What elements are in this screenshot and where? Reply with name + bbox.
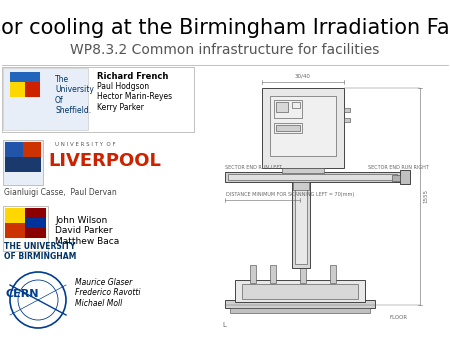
Text: LIVERPOOL: LIVERPOOL (48, 152, 161, 170)
Text: WP8.3.2 Common infrastructure for facilities: WP8.3.2 Common infrastructure for facili… (70, 43, 380, 57)
Bar (5, 142, 23, 157)
Text: John Wilson
David Parker
Matthew Baca: John Wilson David Parker Matthew Baca (55, 216, 119, 246)
Text: U N I V E R S I T Y  O F: U N I V E R S I T Y O F (55, 142, 116, 147)
Bar (330, 265, 336, 283)
Bar (230, 308, 370, 313)
Bar (5, 142, 41, 172)
Text: SECTOR END RUN RIGHT: SECTOR END RUN RIGHT (368, 165, 429, 170)
Text: FLOOR: FLOOR (390, 315, 408, 320)
Bar (2, 67, 194, 132)
Bar (3, 140, 43, 185)
Bar (225, 172, 400, 182)
Bar (292, 178, 310, 268)
Text: CERN: CERN (5, 289, 39, 299)
Bar (262, 88, 344, 168)
Text: 1555: 1555 (423, 189, 428, 203)
Bar (5, 223, 25, 238)
Bar (295, 182, 307, 264)
Bar (276, 125, 300, 131)
Text: Gianluigi Casse,  Paul Dervan: Gianluigi Casse, Paul Dervan (4, 188, 117, 197)
Text: DISTANCE MINIMUM FOR SCANNING LEFT = 70(mm): DISTANCE MINIMUM FOR SCANNING LEFT = 70(… (226, 192, 354, 197)
Bar (274, 123, 302, 133)
Text: Richard French: Richard French (97, 72, 168, 81)
Bar (276, 102, 288, 112)
Text: SECTOR END RUN LEFT: SECTOR END RUN LEFT (225, 165, 282, 170)
Bar (3, 68, 88, 130)
Text: The
University
Of
Sheffield.: The University Of Sheffield. (55, 75, 94, 115)
Bar (270, 96, 336, 156)
Bar (3, 206, 48, 251)
Bar (344, 118, 350, 122)
Bar (10, 72, 40, 82)
Bar (10, 82, 25, 97)
Bar (10, 72, 40, 97)
Text: THE UNIVERSITY
OF BIRMINGHAM: THE UNIVERSITY OF BIRMINGHAM (4, 242, 76, 261)
Text: Sensor cooling at the Birmingham Irradiation Facility: Sensor cooling at the Birmingham Irradia… (0, 18, 450, 38)
Bar (270, 265, 276, 283)
Text: Paul Hodgson
Hector Marin-Reyes
Kerry Parker: Paul Hodgson Hector Marin-Reyes Kerry Pa… (97, 82, 172, 112)
Bar (282, 168, 324, 173)
Bar (5, 208, 25, 223)
Bar (274, 100, 302, 118)
Bar (23, 142, 41, 157)
Bar (242, 284, 358, 299)
Bar (344, 108, 350, 112)
Bar (225, 300, 375, 308)
Bar (25, 218, 46, 228)
Bar (235, 280, 365, 302)
Bar (228, 174, 397, 180)
Bar (25, 82, 40, 97)
Text: L: L (222, 322, 226, 328)
Bar (300, 265, 306, 283)
Text: 30/40: 30/40 (295, 74, 311, 79)
Bar (250, 265, 256, 283)
Bar (400, 170, 410, 184)
Bar (293, 182, 309, 190)
Bar (292, 102, 300, 108)
Bar (5, 208, 46, 238)
Bar (392, 175, 400, 181)
Text: Maurice Glaser
Frederico Ravotti
Michael Moll: Maurice Glaser Frederico Ravotti Michael… (75, 278, 140, 308)
